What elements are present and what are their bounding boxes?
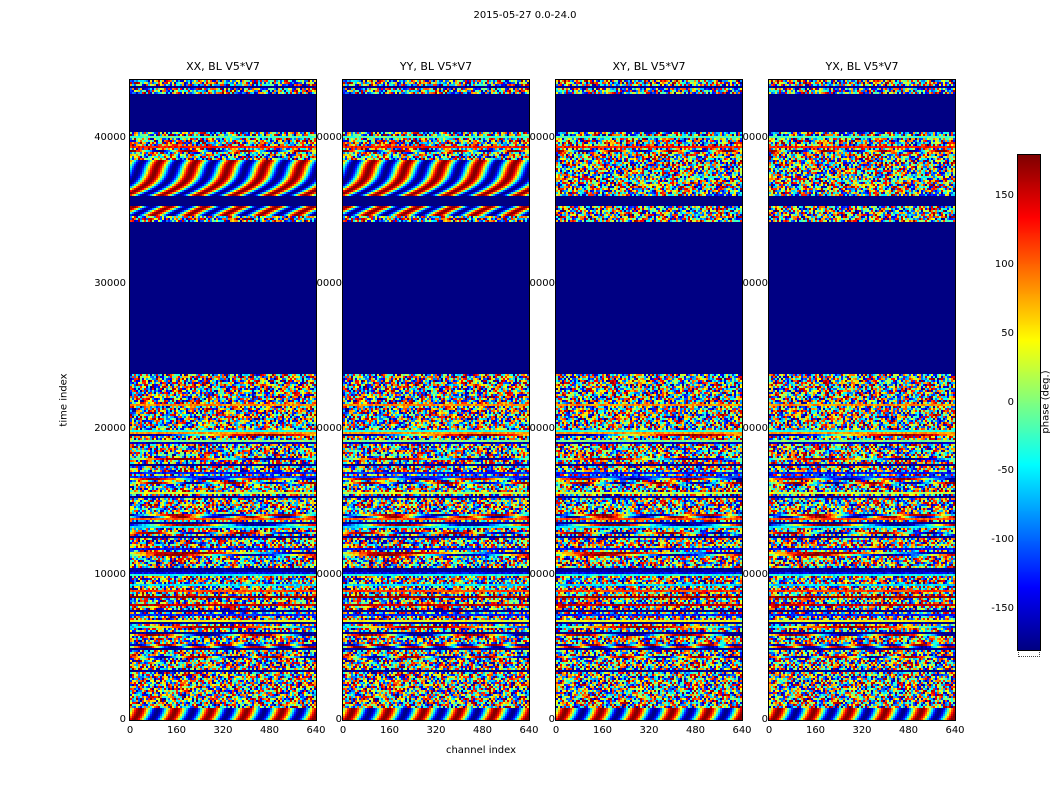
heatmap-xy (556, 80, 742, 720)
y-axis-label: time index (58, 373, 70, 427)
heatmap-yy (343, 80, 529, 720)
colorbar-tick-label: -150 (991, 602, 1014, 614)
y-tick-label: 40000 (94, 132, 126, 144)
y-tick-label: 20000 (316, 423, 342, 435)
colorbar-tick-label: -50 (997, 465, 1014, 477)
y-tick-label: 0 (119, 714, 126, 725)
y-tick-label: 40000 (316, 132, 342, 144)
y-tick-label: 10000 (742, 568, 768, 580)
panel-title-xy: XY, BL V5*V7 (612, 60, 686, 73)
x-tick-label: 480 (685, 725, 706, 736)
x-tick-label: 160 (379, 725, 400, 736)
panel-title-yy: YY, BL V5*V7 (399, 60, 473, 73)
y-tick-label: 10000 (94, 568, 126, 580)
colorbar-tick-label: 150 (994, 190, 1014, 202)
y-tick-label: 10000 (529, 568, 555, 580)
colorbar-tick-label: 50 (1001, 327, 1014, 339)
y-tick-label: 10000 (316, 568, 342, 580)
colorbar-gradient (1018, 155, 1040, 650)
x-tick-label: 0 (552, 725, 560, 736)
x-tick-label: 0 (765, 725, 773, 736)
colorbar-label: phase (deg.) (1040, 370, 1050, 434)
colorbar-tick-label: -100 (991, 534, 1014, 545)
x-tick-label: 0 (339, 725, 347, 736)
y-tick-label: 20000 (742, 423, 768, 435)
y-tick-label: 0 (335, 714, 342, 725)
x-axis-label: channel index (445, 745, 517, 756)
colorbar-tick-label: 0 (1007, 396, 1014, 408)
y-tick-label: 30000 (529, 277, 555, 289)
y-tick-label: 0 (548, 714, 555, 725)
x-tick-label: 160 (592, 725, 613, 736)
x-tick-label: 480 (259, 725, 280, 736)
y-tick-label: 0 (761, 714, 768, 725)
x-tick-label: 480 (898, 725, 919, 736)
y-tick-label: 40000 (529, 132, 555, 144)
heatmap-yx (769, 80, 955, 720)
x-tick-label: 640 (306, 725, 326, 736)
x-tick-label: 640 (519, 725, 539, 736)
y-tick-label: 20000 (94, 423, 126, 435)
panel-title-yx: YX, BL V5*V7 (825, 60, 899, 73)
x-tick-label: 640 (945, 725, 965, 736)
x-tick-label: 320 (639, 725, 659, 736)
colorbar-tick-label: 100 (994, 259, 1014, 270)
y-tick-label: 20000 (529, 423, 555, 435)
x-tick-label: 160 (166, 725, 187, 736)
x-tick-label: 320 (426, 725, 446, 736)
x-tick-label: 320 (852, 725, 872, 736)
figure-title: 2015-05-27 0.0-24.0 (473, 10, 577, 21)
heatmap-xx (130, 80, 316, 720)
y-tick-label: 30000 (742, 277, 768, 289)
colorbar-extend-marker (1018, 652, 1040, 657)
x-tick-label: 640 (732, 725, 752, 736)
panel-title-xx: XX, BL V5*V7 (186, 60, 260, 73)
x-tick-label: 0 (126, 725, 134, 736)
x-tick-label: 480 (472, 725, 493, 736)
y-tick-label: 40000 (742, 132, 768, 144)
y-tick-label: 30000 (316, 277, 342, 289)
x-tick-label: 320 (213, 725, 233, 736)
y-tick-label: 30000 (94, 277, 126, 289)
x-tick-label: 160 (805, 725, 826, 736)
